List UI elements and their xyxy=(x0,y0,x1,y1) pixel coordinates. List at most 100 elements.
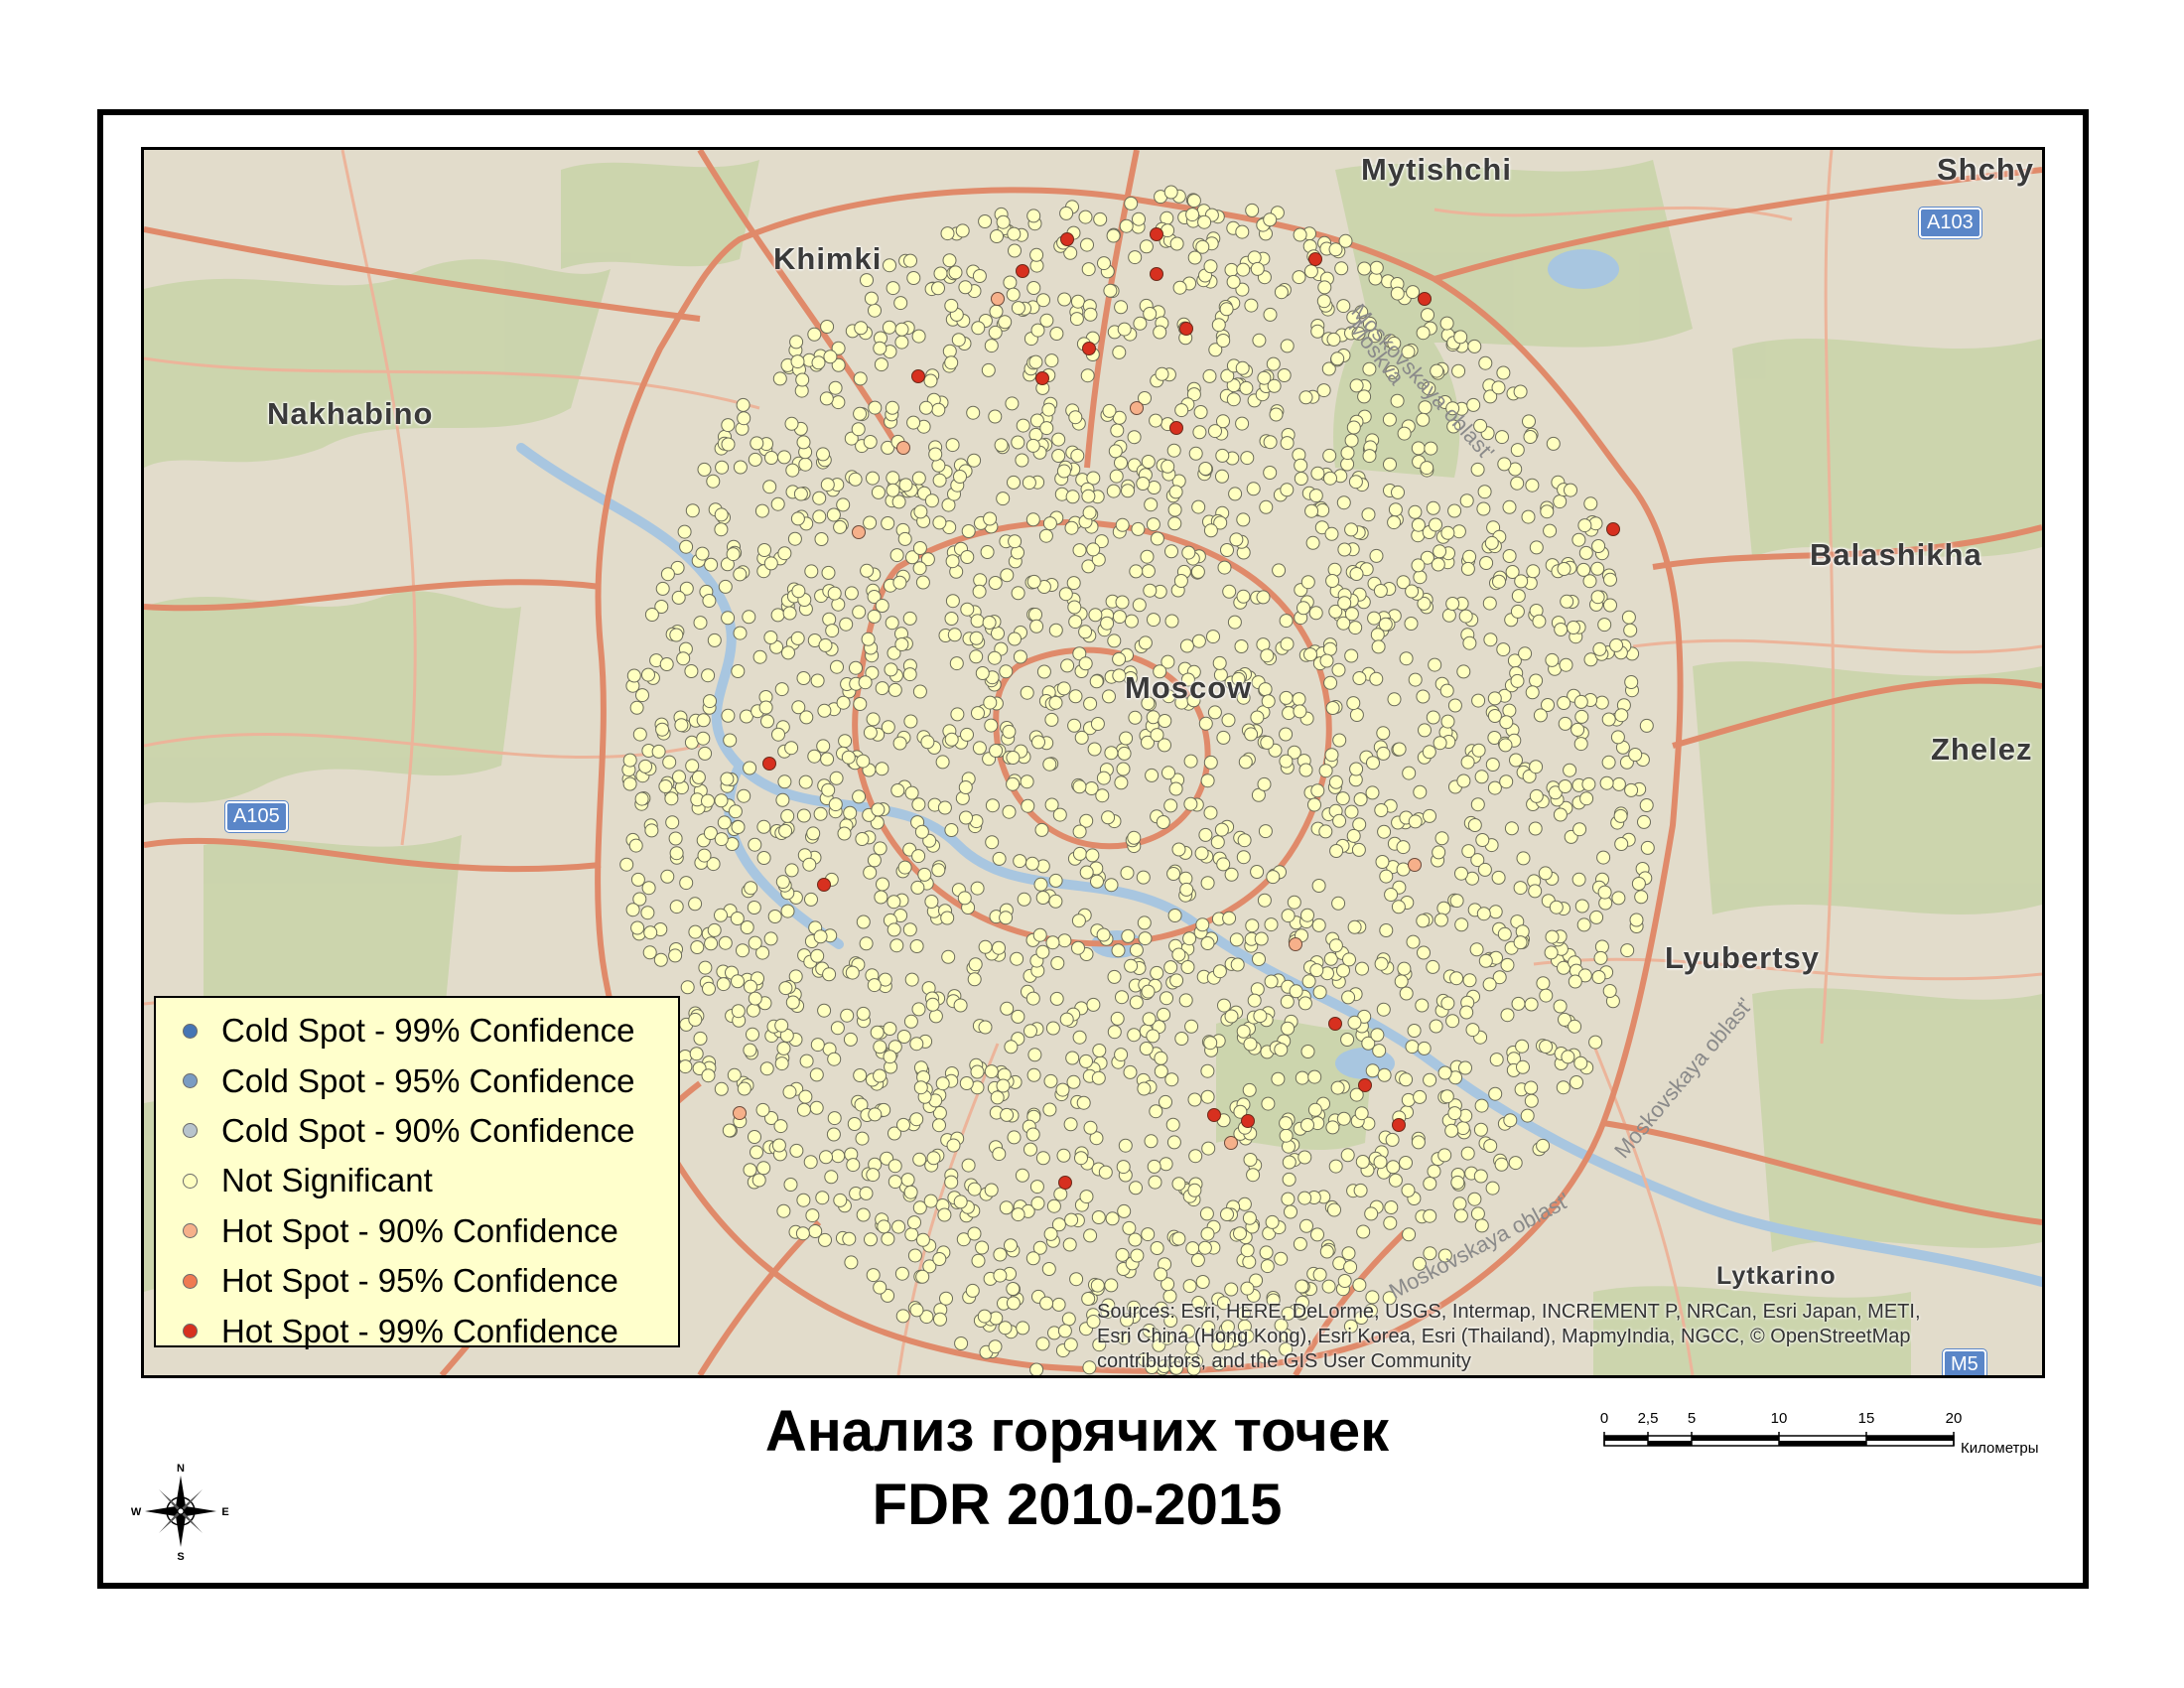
not-significant-point xyxy=(809,1100,824,1115)
not-significant-point xyxy=(864,291,879,306)
not-significant-point xyxy=(971,1253,986,1268)
not-significant-point xyxy=(1066,576,1081,591)
not-significant-point xyxy=(932,515,947,530)
not-significant-point xyxy=(763,931,778,946)
not-significant-point xyxy=(1027,1048,1042,1062)
not-significant-point xyxy=(1026,209,1041,223)
not-significant-point xyxy=(1259,1245,1274,1260)
not-significant-point xyxy=(1331,662,1346,677)
not-significant-point xyxy=(1200,1226,1215,1241)
hot-spot-99-point xyxy=(1418,292,1432,306)
not-significant-point xyxy=(970,614,985,629)
not-significant-point xyxy=(818,637,833,652)
not-significant-point xyxy=(1541,698,1555,712)
not-significant-point xyxy=(1030,1196,1045,1210)
not-significant-point xyxy=(1326,332,1341,347)
not-significant-point xyxy=(698,746,713,761)
not-significant-point xyxy=(1122,1220,1137,1235)
not-significant-point xyxy=(1428,657,1442,672)
not-significant-point xyxy=(1382,412,1397,427)
not-significant-point xyxy=(1511,589,1526,604)
not-significant-point xyxy=(1166,443,1181,458)
not-significant-point xyxy=(1576,917,1591,932)
not-significant-point xyxy=(1467,339,1482,353)
not-significant-point xyxy=(691,770,706,784)
not-significant-point xyxy=(1115,517,1130,532)
not-significant-point xyxy=(1318,824,1333,839)
legend-item: Cold Spot - 95% Confidence xyxy=(156,1055,678,1105)
not-significant-point xyxy=(1437,1148,1452,1163)
not-significant-point xyxy=(1298,763,1313,777)
not-significant-point xyxy=(1072,1030,1087,1045)
not-significant-point xyxy=(1357,261,1372,276)
not-significant-point xyxy=(1059,206,1074,220)
not-significant-point xyxy=(1121,928,1136,943)
not-significant-point xyxy=(1461,844,1476,859)
not-significant-point xyxy=(1396,840,1411,855)
not-significant-point xyxy=(1048,873,1063,888)
not-significant-point xyxy=(1079,813,1094,828)
not-significant-point xyxy=(1266,356,1281,371)
not-significant-point xyxy=(1257,893,1272,908)
not-significant-point xyxy=(894,637,909,651)
not-significant-point xyxy=(911,1002,926,1017)
not-significant-point xyxy=(1168,485,1183,499)
not-significant-point xyxy=(1437,1248,1452,1263)
city-label-khimki: Khimki xyxy=(773,241,883,276)
not-significant-point xyxy=(1138,635,1153,650)
not-significant-point xyxy=(1103,283,1118,298)
not-significant-point xyxy=(812,509,827,524)
not-significant-point xyxy=(1454,866,1468,881)
not-significant-point xyxy=(1349,378,1364,393)
not-significant-point xyxy=(1083,1228,1098,1243)
not-significant-point xyxy=(823,350,838,364)
not-significant-point xyxy=(1451,363,1466,378)
not-significant-point xyxy=(855,832,870,846)
not-significant-point xyxy=(626,668,641,683)
legend-item: Hot Spot - 99% Confidence xyxy=(156,1306,678,1355)
not-significant-point xyxy=(1259,499,1274,514)
not-significant-point xyxy=(644,608,659,622)
not-significant-point xyxy=(1466,397,1481,412)
not-significant-point xyxy=(1277,368,1292,382)
not-significant-point xyxy=(1179,638,1194,653)
hot-spot-99-point xyxy=(1328,1017,1342,1031)
not-significant-point xyxy=(1042,757,1057,772)
not-significant-point xyxy=(1532,614,1547,629)
not-significant-point xyxy=(1258,824,1273,839)
not-significant-point xyxy=(1228,487,1243,501)
not-significant-point xyxy=(1104,746,1119,761)
not-significant-point xyxy=(868,1107,883,1122)
not-significant-point xyxy=(844,586,859,601)
not-significant-point xyxy=(696,713,711,728)
not-significant-point xyxy=(1436,901,1451,915)
not-significant-point xyxy=(1237,833,1252,848)
not-significant-point xyxy=(777,774,792,789)
hot-spot-99-point xyxy=(1308,252,1322,266)
not-significant-point xyxy=(1200,1089,1215,1104)
not-significant-point xyxy=(882,320,896,335)
not-significant-point xyxy=(891,494,906,509)
not-significant-point xyxy=(1171,1177,1186,1192)
not-significant-point xyxy=(1078,625,1093,639)
not-significant-point xyxy=(1065,490,1080,504)
not-significant-point xyxy=(931,402,946,417)
not-significant-point xyxy=(1429,517,1442,532)
not-significant-point xyxy=(1613,808,1628,823)
not-significant-point xyxy=(1476,907,1491,921)
not-significant-point xyxy=(1101,810,1116,825)
not-significant-point xyxy=(984,339,999,353)
not-significant-point xyxy=(1349,708,1364,722)
not-significant-point xyxy=(1500,957,1515,972)
not-significant-point xyxy=(818,1232,832,1247)
map-panel[interactable]: Mytishchi Shchy Khimki Nakhabino Balashi… xyxy=(141,147,2045,1378)
not-significant-point xyxy=(1257,370,1272,385)
not-significant-point xyxy=(1340,1033,1355,1047)
not-significant-point xyxy=(1399,1072,1414,1087)
not-significant-point xyxy=(737,411,751,426)
not-significant-point xyxy=(905,550,919,565)
not-significant-point xyxy=(703,826,718,840)
not-significant-point xyxy=(1026,574,1041,589)
not-significant-point xyxy=(1307,1102,1322,1117)
not-significant-point xyxy=(1331,896,1346,911)
